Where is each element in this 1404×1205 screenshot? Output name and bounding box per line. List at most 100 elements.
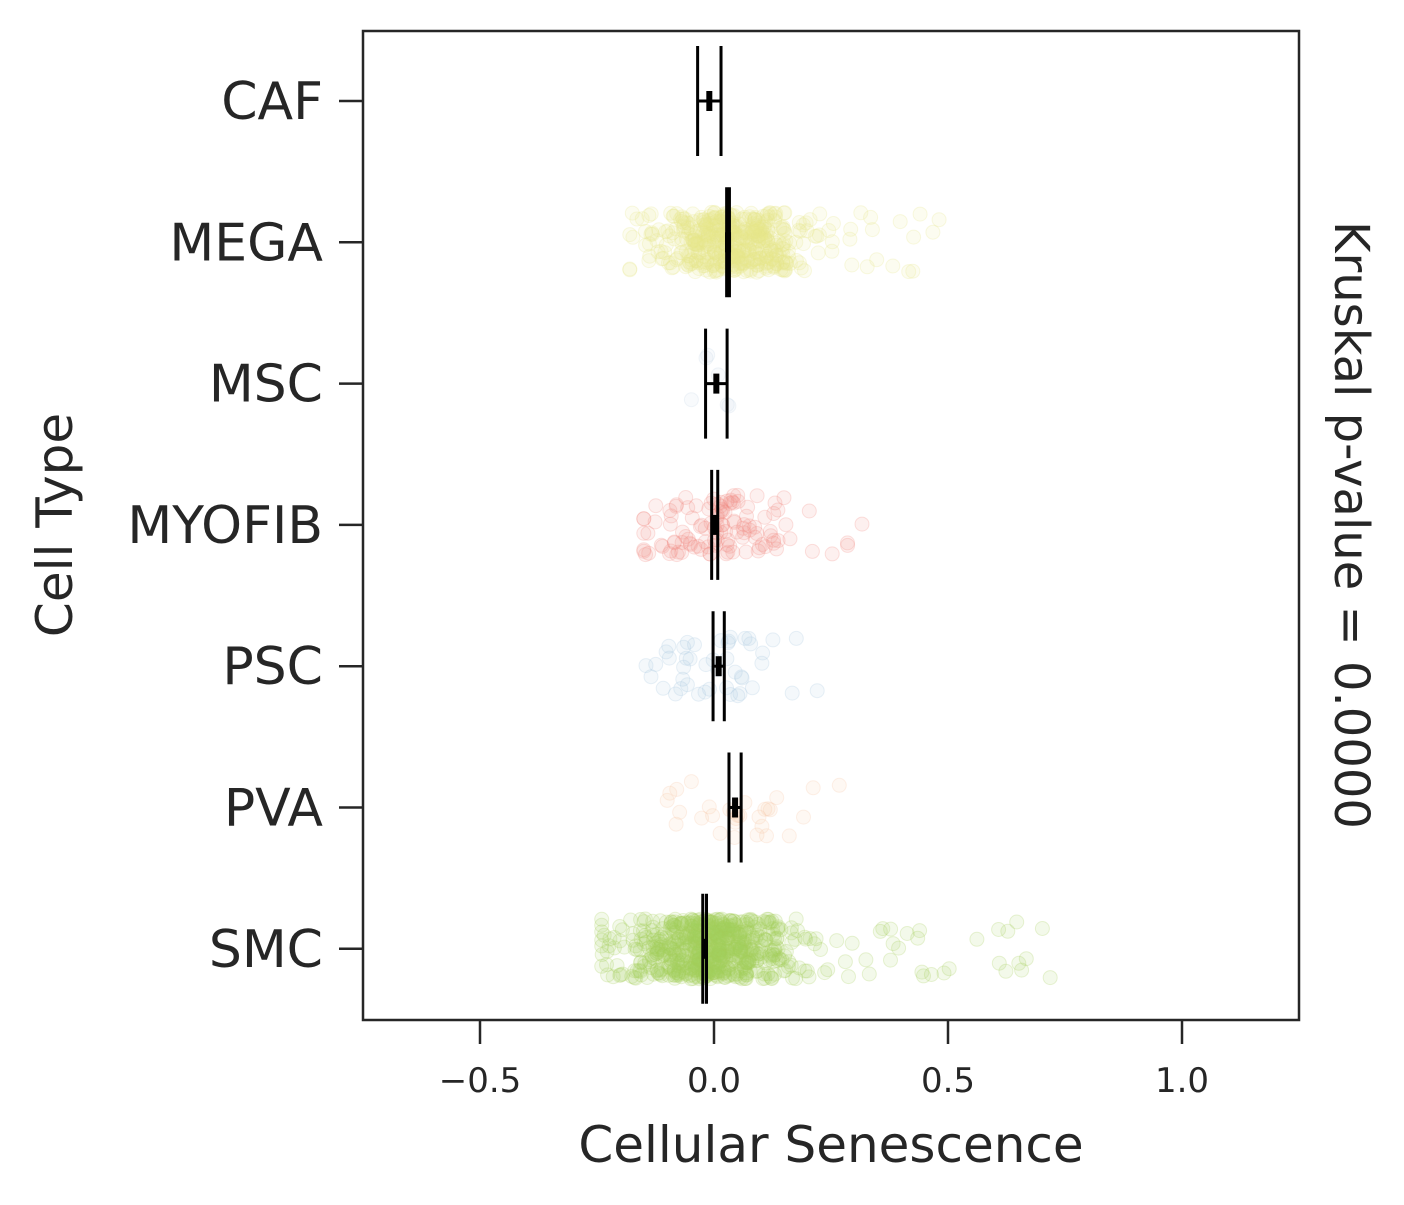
data-point-mega	[734, 211, 750, 227]
data-point-mega	[739, 233, 755, 249]
data-point-smc	[744, 933, 760, 949]
data-point-myofib	[647, 514, 663, 530]
data-point-mega	[660, 223, 676, 239]
data-point-psc	[788, 630, 804, 646]
data-point-smc	[710, 964, 726, 979]
data-point-mega	[684, 230, 700, 246]
data-point-smc	[675, 964, 691, 980]
data-point-mega	[695, 212, 711, 228]
data-point-smc	[757, 932, 773, 947]
data-point-smc	[718, 952, 734, 967]
data-point-smc	[650, 942, 666, 957]
data-point-mega	[912, 206, 928, 222]
data-point-myofib	[801, 503, 817, 519]
data-point-mega	[752, 250, 768, 266]
data-point-mega	[885, 258, 901, 274]
data-point-mega	[766, 260, 782, 275]
data-point-smc	[673, 916, 689, 931]
data-point-mega	[701, 209, 717, 224]
data-point-myofib	[663, 543, 679, 559]
data-point-smc	[769, 930, 785, 946]
data-point-smc	[639, 970, 655, 985]
data-point-mega	[693, 234, 709, 250]
data-point-mega	[775, 219, 791, 235]
data-point-smc	[638, 934, 654, 950]
data-point-smc	[678, 948, 694, 964]
data-point-smc	[682, 954, 698, 970]
data-point-mega	[704, 204, 719, 220]
data-point-smc	[632, 964, 648, 979]
data-point-smc	[727, 928, 743, 944]
data-point-mega	[778, 255, 794, 271]
data-point-mega	[771, 234, 787, 250]
data-point-mega	[747, 251, 763, 267]
data-point-mega	[775, 255, 790, 271]
data-point-mega	[763, 251, 779, 267]
data-point-mega	[693, 209, 709, 225]
data-point-smc	[712, 942, 728, 958]
data-point-smc	[802, 931, 818, 947]
data-point-mega	[766, 241, 782, 257]
data-point-mega	[622, 262, 638, 278]
data-point-mega	[807, 228, 823, 244]
data-point-mega	[705, 237, 721, 253]
data-point-smc	[998, 963, 1014, 979]
data-point-smc	[726, 924, 742, 940]
data-point-mega	[709, 233, 725, 249]
data-point-smc	[600, 967, 616, 983]
data-point-mega	[703, 226, 719, 242]
data-point-smc	[707, 943, 723, 959]
data-point-smc	[652, 931, 668, 947]
data-point-mega	[762, 205, 778, 221]
data-point-mega	[664, 260, 680, 276]
data-point-smc	[649, 945, 665, 961]
data-point-smc	[757, 970, 773, 986]
data-point-smc	[671, 958, 687, 974]
data-point-smc	[662, 937, 678, 953]
data-point-mega	[782, 235, 797, 251]
data-point-psc	[675, 671, 691, 687]
data-point-mega	[744, 236, 760, 252]
data-point-pva	[760, 801, 776, 817]
y-tick-label-caf: CAF	[221, 72, 323, 132]
data-point-smc	[594, 917, 610, 933]
data-point-mega	[731, 243, 747, 259]
data-point-smc	[767, 947, 783, 963]
data-point-smc	[1000, 923, 1016, 939]
data-point-smc	[662, 936, 678, 952]
data-point-smc	[715, 935, 731, 951]
data-point-mega	[707, 211, 723, 226]
data-point-smc	[650, 933, 666, 949]
data-point-smc	[666, 963, 682, 979]
data-point-mega	[680, 216, 696, 231]
data-point-smc	[720, 941, 736, 957]
data-point-smc	[686, 954, 702, 970]
data-point-smc	[754, 938, 770, 954]
data-point-smc	[743, 947, 759, 963]
data-point-myofib	[742, 522, 758, 538]
data-point-mega	[689, 224, 705, 239]
data-point-mega	[779, 256, 794, 271]
data-point-smc	[668, 946, 684, 962]
data-point-smc	[707, 925, 723, 941]
data-point-mega	[735, 225, 751, 241]
data-point-smc	[646, 966, 662, 982]
data-point-pva	[683, 774, 699, 790]
data-point-mega	[732, 216, 748, 232]
data-point-mega	[760, 232, 776, 248]
data-point-mega	[747, 211, 763, 227]
data-point-mega	[710, 230, 726, 246]
data-point-smc	[647, 951, 663, 967]
data-point-smc	[679, 916, 695, 931]
data-point-smc	[777, 948, 793, 964]
data-point-smc	[732, 927, 748, 943]
data-point-smc	[681, 968, 697, 984]
data-point-smc	[910, 930, 926, 946]
data-point-smc	[714, 930, 730, 946]
data-point-smc	[734, 934, 750, 950]
data-point-mega	[825, 216, 841, 231]
data-point-mega	[824, 234, 840, 250]
data-point-psc	[676, 659, 692, 675]
data-point-mega	[665, 259, 681, 275]
data-point-mega	[751, 221, 767, 237]
